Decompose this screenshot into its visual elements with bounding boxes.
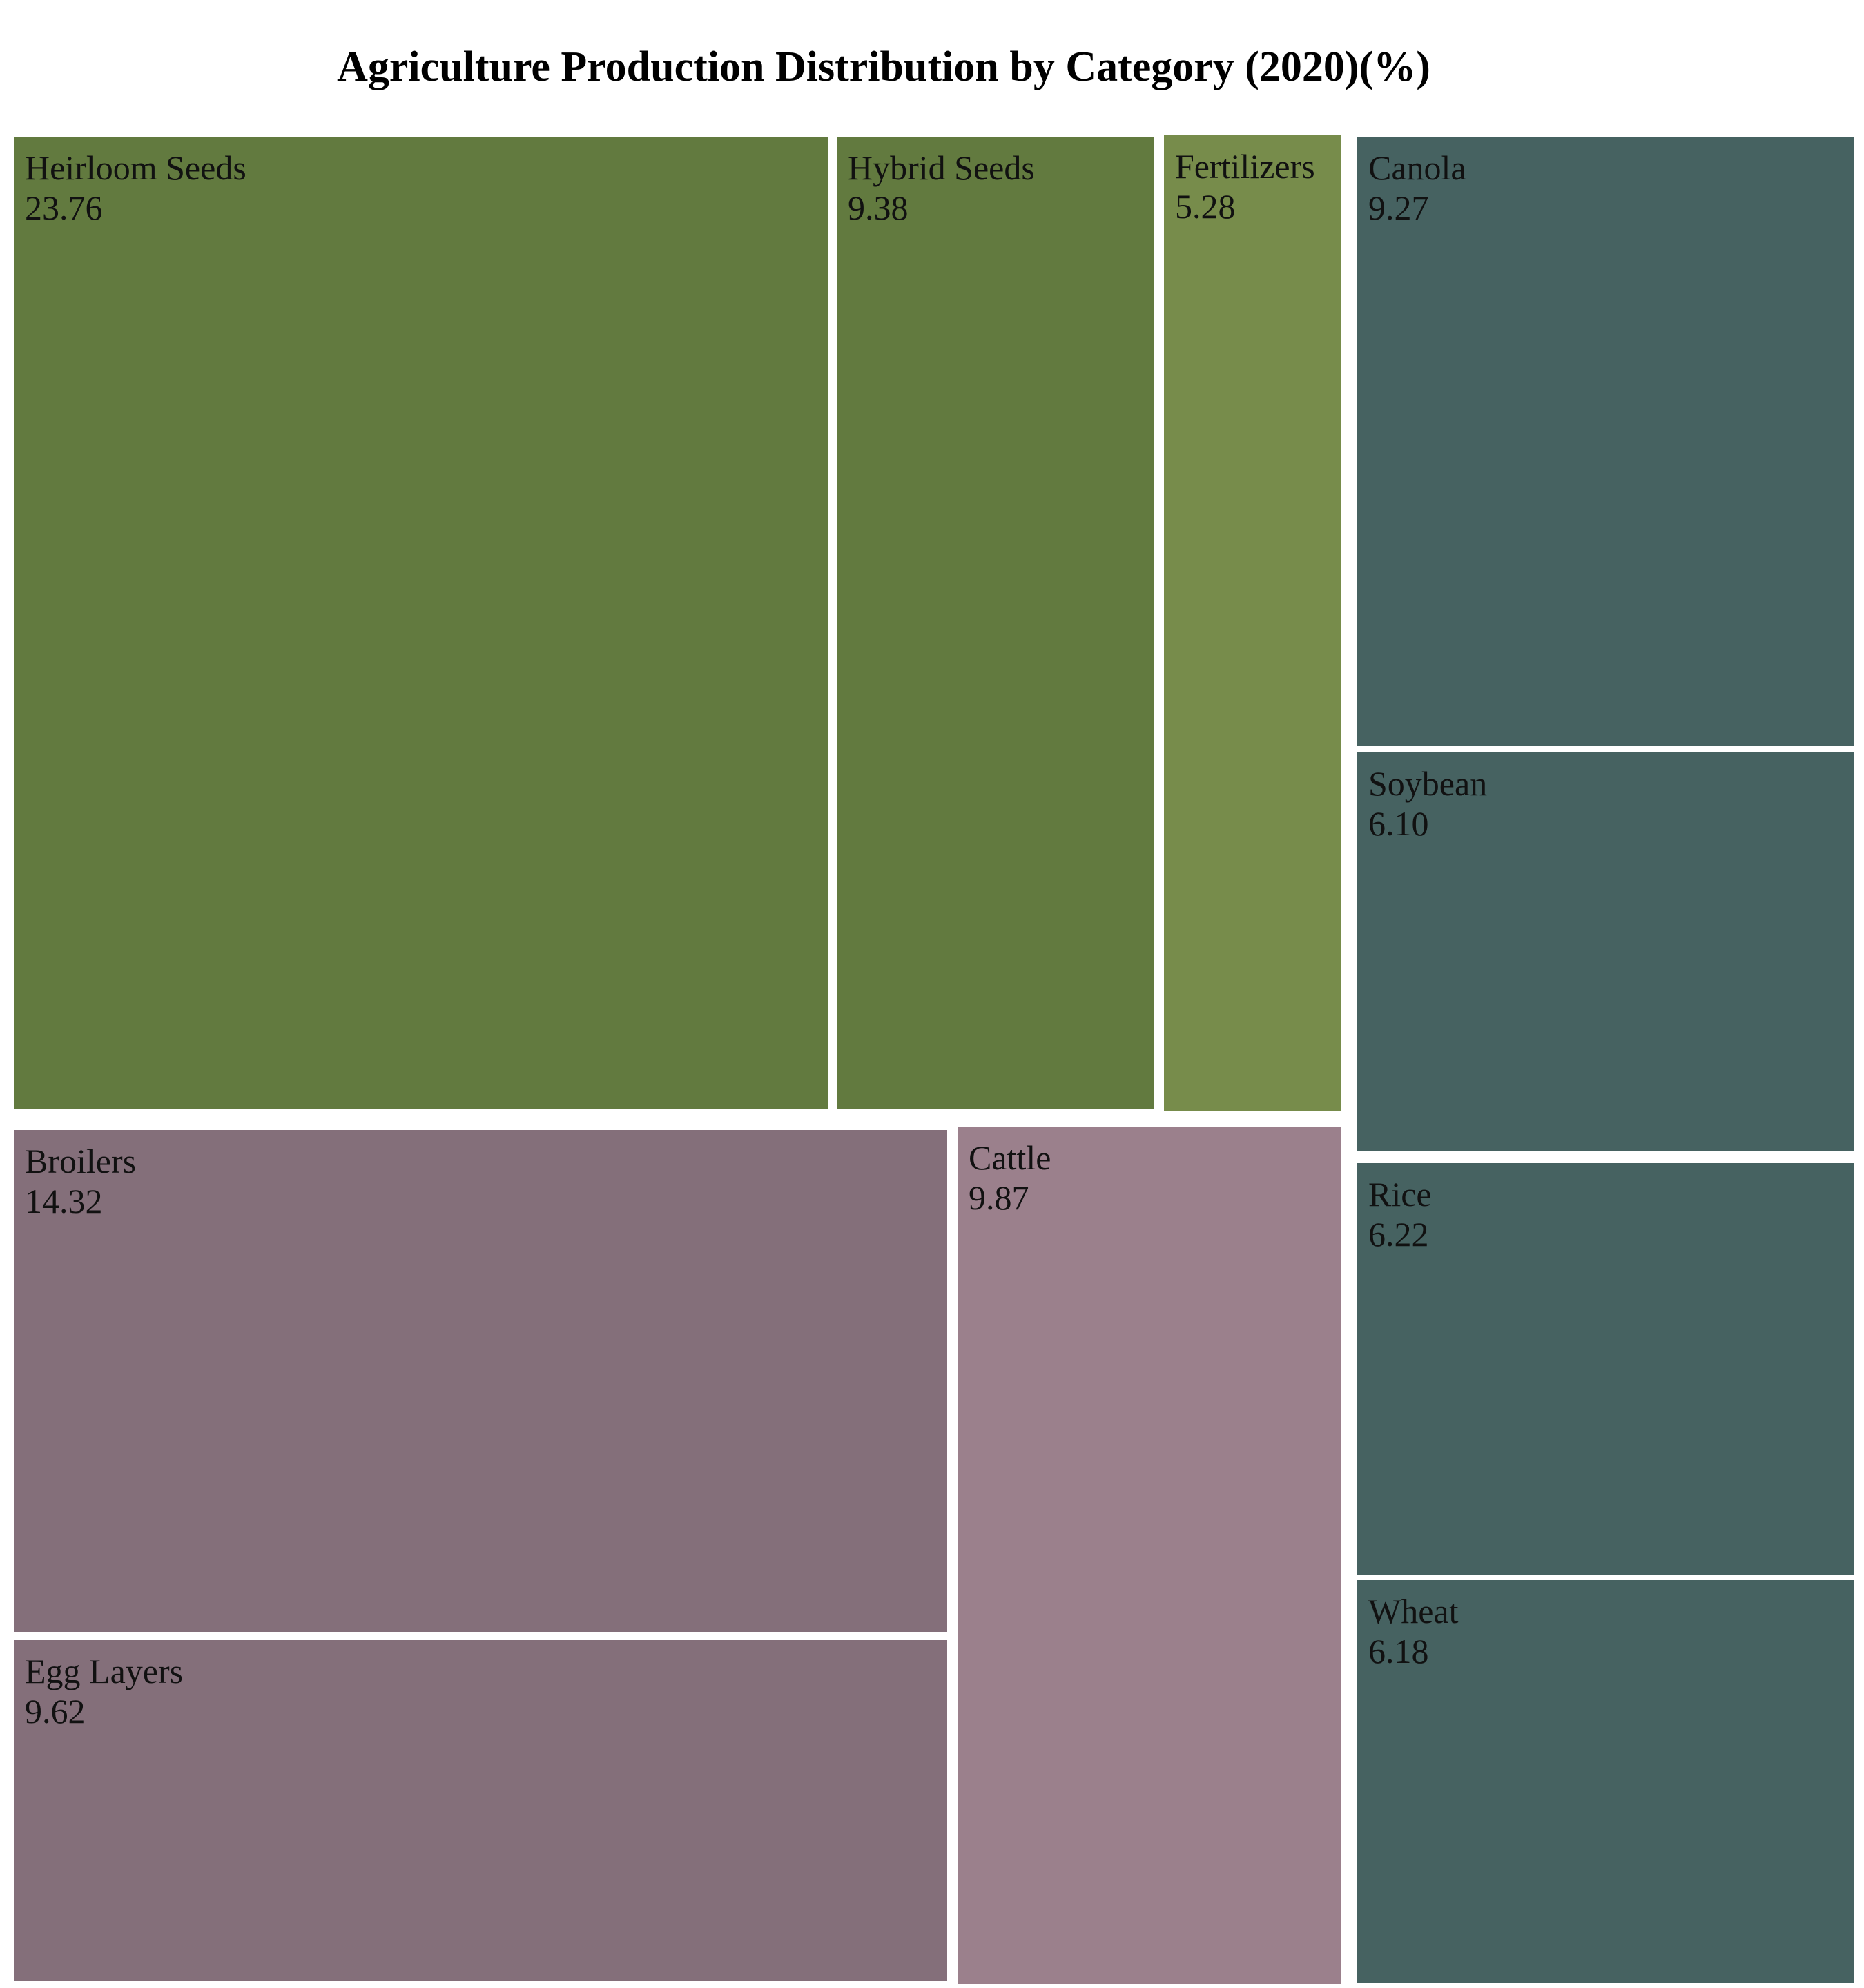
tile-label-canola: Canola xyxy=(1368,148,1466,187)
tile-value-egg-layers: 9.62 xyxy=(25,1692,86,1731)
tile-label-soybean: Soybean xyxy=(1368,764,1487,803)
chart-title: Agriculture Production Distribution by C… xyxy=(337,43,1430,90)
tile-value-rice: 6.22 xyxy=(1368,1215,1429,1254)
tile-label-heirloom-seeds: Heirloom Seeds xyxy=(25,148,246,187)
tile-rect-wheat xyxy=(1357,1580,1854,1983)
tile-value-hybrid-seeds: 9.38 xyxy=(848,188,909,227)
tile-rect-cattle xyxy=(958,1127,1341,1984)
tile-label-egg-layers: Egg Layers xyxy=(25,1652,183,1690)
tile-value-cattle: 9.87 xyxy=(969,1178,1029,1217)
tile-value-canola: 9.27 xyxy=(1368,188,1429,227)
tile-label-rice: Rice xyxy=(1368,1175,1432,1214)
tile-value-soybean: 6.10 xyxy=(1368,804,1429,843)
tile-value-heirloom-seeds: 23.76 xyxy=(25,188,103,227)
tile-value-broilers: 14.32 xyxy=(25,1182,103,1220)
tile-rect-soybean xyxy=(1357,752,1854,1151)
tile-label-broilers: Broilers xyxy=(25,1142,136,1180)
tile-rect-egg-layers xyxy=(14,1640,947,1981)
tile-label-fertilizers: Fertilizers xyxy=(1175,147,1315,186)
tile-label-hybrid-seeds: Hybrid Seeds xyxy=(848,148,1035,187)
tile-rect-fertilizers xyxy=(1164,135,1341,1111)
tile-rect-hybrid-seeds xyxy=(837,137,1154,1109)
tile-rect-broilers xyxy=(14,1130,947,1632)
tile-label-wheat: Wheat xyxy=(1368,1592,1459,1630)
tile-rect-canola xyxy=(1357,137,1854,746)
tile-label-cattle: Cattle xyxy=(969,1138,1051,1177)
tile-value-fertilizers: 5.28 xyxy=(1175,187,1236,226)
tile-value-wheat: 6.18 xyxy=(1368,1632,1429,1670)
tile-rect-heirloom-seeds xyxy=(14,137,828,1109)
tile-rect-rice xyxy=(1357,1163,1854,1575)
